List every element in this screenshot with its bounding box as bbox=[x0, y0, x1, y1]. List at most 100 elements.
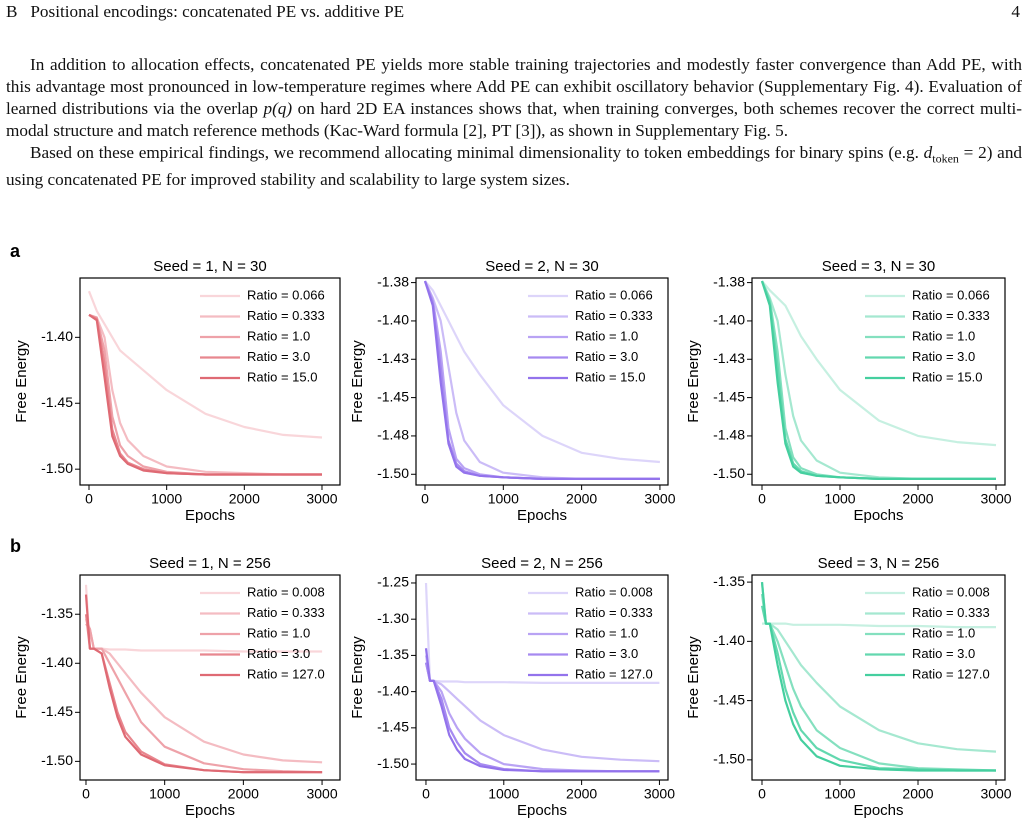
legend-label: Ratio = 127.0 bbox=[912, 666, 990, 681]
x-tick-label: 1000 bbox=[151, 491, 182, 507]
chart-title: Seed = 3, N = 256 bbox=[818, 555, 940, 572]
panel-label: a bbox=[10, 241, 21, 261]
series-line bbox=[84, 594, 323, 774]
x-tick-label: 2000 bbox=[902, 491, 933, 507]
series-line bbox=[761, 280, 997, 447]
y-axis-label: Free Energy bbox=[349, 636, 366, 719]
math-subscript: token bbox=[932, 151, 959, 166]
x-tick-label: 2000 bbox=[566, 786, 597, 802]
series-line bbox=[88, 313, 322, 476]
math: d bbox=[923, 143, 933, 162]
x-axis-label: Epochs bbox=[185, 507, 235, 524]
series-line bbox=[760, 280, 996, 480]
y-tick-label: -1.45 bbox=[713, 388, 745, 404]
plot-frame bbox=[415, 277, 669, 486]
legend-label: Ratio = 0.333 bbox=[912, 605, 990, 620]
x-axis-label: Epochs bbox=[517, 507, 567, 524]
x-tick-label: 3000 bbox=[306, 786, 337, 802]
y-tick-label: -1.40 bbox=[41, 328, 73, 344]
y-tick-label: -1.30 bbox=[377, 610, 409, 626]
legend-label: Ratio = 1.0 bbox=[247, 625, 310, 640]
panel-label: b bbox=[10, 536, 21, 556]
x-tick-label: 0 bbox=[421, 491, 429, 507]
x-tick-label: 2000 bbox=[229, 491, 260, 507]
y-tick-label: -1.48 bbox=[713, 427, 745, 443]
series-line bbox=[424, 280, 660, 464]
legend-label: Ratio = 3.0 bbox=[575, 646, 638, 661]
text: Based on these empirical findings, we re… bbox=[30, 143, 924, 162]
series-line bbox=[760, 581, 996, 772]
legend-label: Ratio = 0.008 bbox=[912, 584, 990, 599]
x-tick-label: 1000 bbox=[488, 491, 519, 507]
x-tick-label: 3000 bbox=[306, 491, 337, 507]
series-line bbox=[88, 313, 322, 476]
paragraph: In addition to allocation effects, conca… bbox=[6, 54, 1022, 142]
legend-label: Ratio = 0.333 bbox=[247, 308, 325, 323]
x-tick-label: 3000 bbox=[644, 491, 675, 507]
y-axis-label: Free Energy bbox=[685, 636, 702, 719]
y-tick-label: -1.45 bbox=[41, 394, 73, 410]
legend-label: Ratio = 0.333 bbox=[575, 605, 653, 620]
text: on hard 2D EA instances shows that, when… bbox=[6, 99, 1022, 140]
x-axis-label: Epochs bbox=[185, 802, 235, 819]
x-axis-label: Epochs bbox=[853, 802, 903, 819]
y-tick-label: -1.50 bbox=[41, 460, 73, 476]
y-tick-label: -1.50 bbox=[713, 465, 745, 481]
legend-label: Ratio = 1.0 bbox=[575, 328, 638, 343]
legend-label: Ratio = 3.0 bbox=[247, 349, 310, 364]
section-title: Positional encodings: concatenated PE vs… bbox=[30, 2, 405, 21]
text: In addition to allocation effects, conca… bbox=[6, 55, 1022, 118]
x-axis-label: Epochs bbox=[853, 507, 903, 524]
y-tick-label: -1.38 bbox=[713, 273, 745, 289]
x-tick-label: 2000 bbox=[228, 786, 259, 802]
series-line bbox=[84, 618, 323, 764]
chart-title: Seed = 2, N = 30 bbox=[485, 258, 598, 275]
series-line bbox=[87, 290, 323, 439]
plot-frame bbox=[79, 574, 341, 781]
x-tick-label: 3000 bbox=[980, 786, 1011, 802]
legend-label: Ratio = 0.333 bbox=[912, 308, 990, 323]
y-tick-label: -1.50 bbox=[377, 465, 409, 481]
legend-label: Ratio = 0.008 bbox=[575, 584, 653, 599]
y-tick-label: -1.40 bbox=[713, 312, 745, 328]
paragraph: Based on these empirical findings, we re… bbox=[6, 142, 1022, 191]
series-line bbox=[760, 593, 997, 772]
legend-label: Ratio = 1.0 bbox=[912, 625, 975, 640]
legend-label: Ratio = 0.066 bbox=[247, 287, 325, 302]
legend-label: Ratio = 3.0 bbox=[575, 349, 638, 364]
y-axis-label: Free Energy bbox=[349, 340, 366, 423]
plot-frame bbox=[79, 277, 341, 486]
y-tick-label: -1.45 bbox=[41, 703, 73, 719]
x-tick-label: 1000 bbox=[824, 491, 855, 507]
x-tick-label: 2000 bbox=[902, 786, 933, 802]
x-tick-label: 0 bbox=[758, 786, 766, 802]
x-tick-label: 1000 bbox=[824, 786, 855, 802]
x-tick-label: 3000 bbox=[644, 786, 675, 802]
y-tick-label: -1.35 bbox=[713, 573, 745, 589]
page-header: B Positional encodings: concatenated PE … bbox=[6, 2, 1020, 22]
legend-label: Ratio = 1.0 bbox=[912, 328, 975, 343]
series-line bbox=[424, 648, 660, 773]
y-tick-label: -1.40 bbox=[713, 632, 745, 648]
y-tick-label: -1.25 bbox=[377, 574, 409, 590]
y-tick-label: -1.45 bbox=[713, 691, 745, 707]
x-tick-label: 0 bbox=[85, 491, 93, 507]
series-line bbox=[423, 280, 660, 480]
legend-label: Ratio = 15.0 bbox=[247, 369, 317, 384]
math: p(q) bbox=[263, 99, 293, 118]
y-tick-label: -1.45 bbox=[377, 719, 409, 735]
legend-label: Ratio = 0.066 bbox=[912, 287, 990, 302]
y-tick-label: -1.40 bbox=[377, 682, 409, 698]
plot-frame bbox=[751, 277, 1006, 486]
y-tick-label: -1.43 bbox=[713, 350, 745, 366]
page-number: 4 bbox=[1011, 2, 1020, 21]
x-tick-label: 0 bbox=[758, 491, 766, 507]
y-tick-label: -1.50 bbox=[377, 755, 409, 771]
text: = 2) and using concatenated PE for impro… bbox=[6, 143, 1023, 190]
y-tick-label: -1.48 bbox=[377, 427, 409, 443]
y-tick-label: -1.50 bbox=[41, 752, 73, 768]
legend-label: Ratio = 127.0 bbox=[575, 666, 653, 681]
x-tick-label: 1000 bbox=[149, 786, 180, 802]
